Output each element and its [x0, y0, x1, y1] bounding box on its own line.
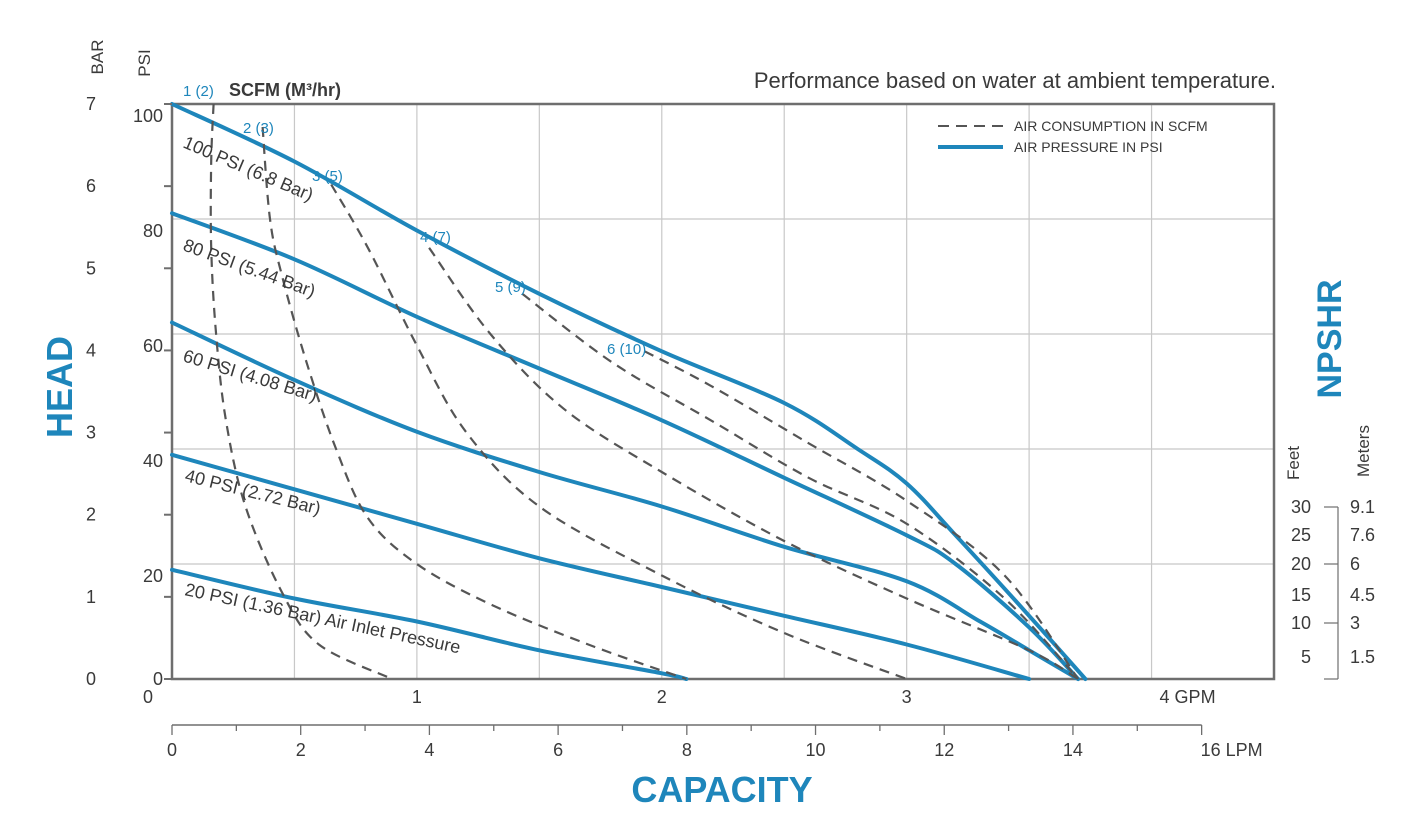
- air-consumption-label: 6 (10): [607, 341, 646, 358]
- npshr-feet-value: 30: [1291, 497, 1311, 517]
- psi-tick-label: 40: [143, 451, 163, 471]
- air-pressure-curve: [170, 211, 1081, 681]
- lpm-tick-label: 0: [167, 740, 177, 760]
- gpm-tick-label: 4 GPM: [1160, 687, 1216, 707]
- legend: AIR CONSUMPTION IN SCFM AIR PRESSURE IN P…: [938, 118, 1208, 155]
- scfm-header: SCFM (M³/hr): [229, 80, 341, 100]
- npshr-feet-value: 20: [1291, 554, 1311, 574]
- npshr-meters-value: 9.1: [1350, 497, 1375, 517]
- air-consumption-curve: [521, 292, 1079, 680]
- chart-title: Performance based on water at ambient te…: [754, 68, 1276, 93]
- lpm-tick-label: 12: [934, 740, 954, 760]
- lpm-tick-label: 6: [553, 740, 563, 760]
- npshr-feet-value: 25: [1291, 525, 1311, 545]
- air-pressure-curves: [170, 102, 1088, 681]
- air-pressure-curve: [170, 567, 689, 681]
- legend-air-pressure-label: AIR PRESSURE IN PSI: [1014, 139, 1163, 155]
- air-pressure-label: 100 PSI (6.8 Bar): [180, 132, 316, 205]
- bar-tick-label: 2: [86, 505, 96, 525]
- lpm-tick-label: 4: [424, 740, 434, 760]
- air-pressure-label: 80 PSI (5.44 Bar): [181, 235, 319, 301]
- air-consumption-curve: [330, 183, 908, 681]
- x-axis-title: CAPACITY: [631, 769, 812, 810]
- air-consumption-label: 4 (7): [420, 229, 451, 246]
- air-consumption-curve: [209, 103, 393, 680]
- bar-tick-label: 6: [86, 176, 96, 196]
- lpm-tick-label: 2: [296, 740, 306, 760]
- npshr-meters-value: 7.6: [1350, 525, 1375, 545]
- bar-tick-label: 0: [86, 669, 96, 689]
- lpm-tick-label: 16 LPM: [1201, 740, 1263, 760]
- gpm-tick-label: 3: [902, 687, 912, 707]
- npshr-meters-value: 6: [1350, 554, 1360, 574]
- psi-unit-label: PSI: [135, 49, 154, 76]
- air-pressure-curve: [170, 452, 1032, 681]
- npshr-scale: 30 9.1 25 7.6 20 6 15 4.5 10 3 5 1.5: [1291, 497, 1375, 680]
- air-pressure-label: 20 PSI (1.36 Bar) Air Inlet Pressure: [183, 579, 462, 657]
- lpm-tick-label: 14: [1063, 740, 1083, 760]
- air-pressure-curve: [170, 102, 1088, 681]
- curve-labels: 100 PSI (6.8 Bar) 80 PSI (5.44 Bar) 60 PSI…: [180, 83, 646, 657]
- psi-tick-label: 60: [143, 336, 163, 356]
- npshr-meters-value: 4.5: [1350, 585, 1375, 605]
- bar-tick-label: 3: [86, 423, 96, 443]
- psi-tick-label: 100: [133, 106, 163, 126]
- npshr-title: NPSHR: [1311, 279, 1349, 398]
- psi-tick-label: 0: [153, 669, 163, 689]
- air-consumption-label: 5 (9): [495, 279, 526, 296]
- lpm-tick-label: 10: [806, 740, 826, 760]
- npshr-meters-value: 1.5: [1350, 647, 1375, 667]
- air-pressure-curve: [170, 320, 1081, 681]
- air-consumption-curve: [261, 126, 687, 681]
- psi-tick-label: 80: [143, 221, 163, 241]
- y-axis-title: HEAD: [39, 336, 80, 438]
- air-consumption-label: 1 (2): [183, 83, 214, 100]
- npshr-feet-value: 10: [1291, 613, 1311, 633]
- npshr-meters-header: Meters: [1354, 425, 1373, 477]
- psi-tick-label: 20: [143, 566, 163, 586]
- plot-frame: [170, 102, 1276, 681]
- npshr-feet-value: 5: [1301, 647, 1311, 667]
- bar-tick-label: 4: [86, 340, 96, 360]
- npshr-meters-value: 3: [1350, 613, 1360, 633]
- lpm-tick-label: 8: [682, 740, 692, 760]
- plot-border: [170, 102, 1276, 681]
- npshr-feet-header: Feet: [1284, 446, 1303, 480]
- bar-tick-label: 1: [86, 587, 96, 607]
- gpm-tick-label: 2: [657, 687, 667, 707]
- bar-tick-label: 5: [86, 258, 96, 278]
- legend-air-consumption-label: AIR CONSUMPTION IN SCFM: [1014, 118, 1208, 134]
- npshr-feet-value: 15: [1291, 585, 1311, 605]
- gpm-tick-label: 0: [143, 687, 153, 707]
- bar-tick-label: 7: [86, 94, 96, 114]
- air-consumption-curve: [644, 350, 1079, 680]
- gpm-tick-label: 1: [412, 687, 422, 707]
- air-consumption-curves: [209, 103, 1079, 681]
- air-consumption-label: 2 (3): [243, 120, 274, 137]
- air-consumption-label: 3 (5): [312, 168, 343, 185]
- bar-unit-label: BAR: [88, 40, 107, 75]
- air-pressure-label: 60 PSI (4.08 Bar): [181, 346, 320, 406]
- grid-layer: [172, 104, 1274, 679]
